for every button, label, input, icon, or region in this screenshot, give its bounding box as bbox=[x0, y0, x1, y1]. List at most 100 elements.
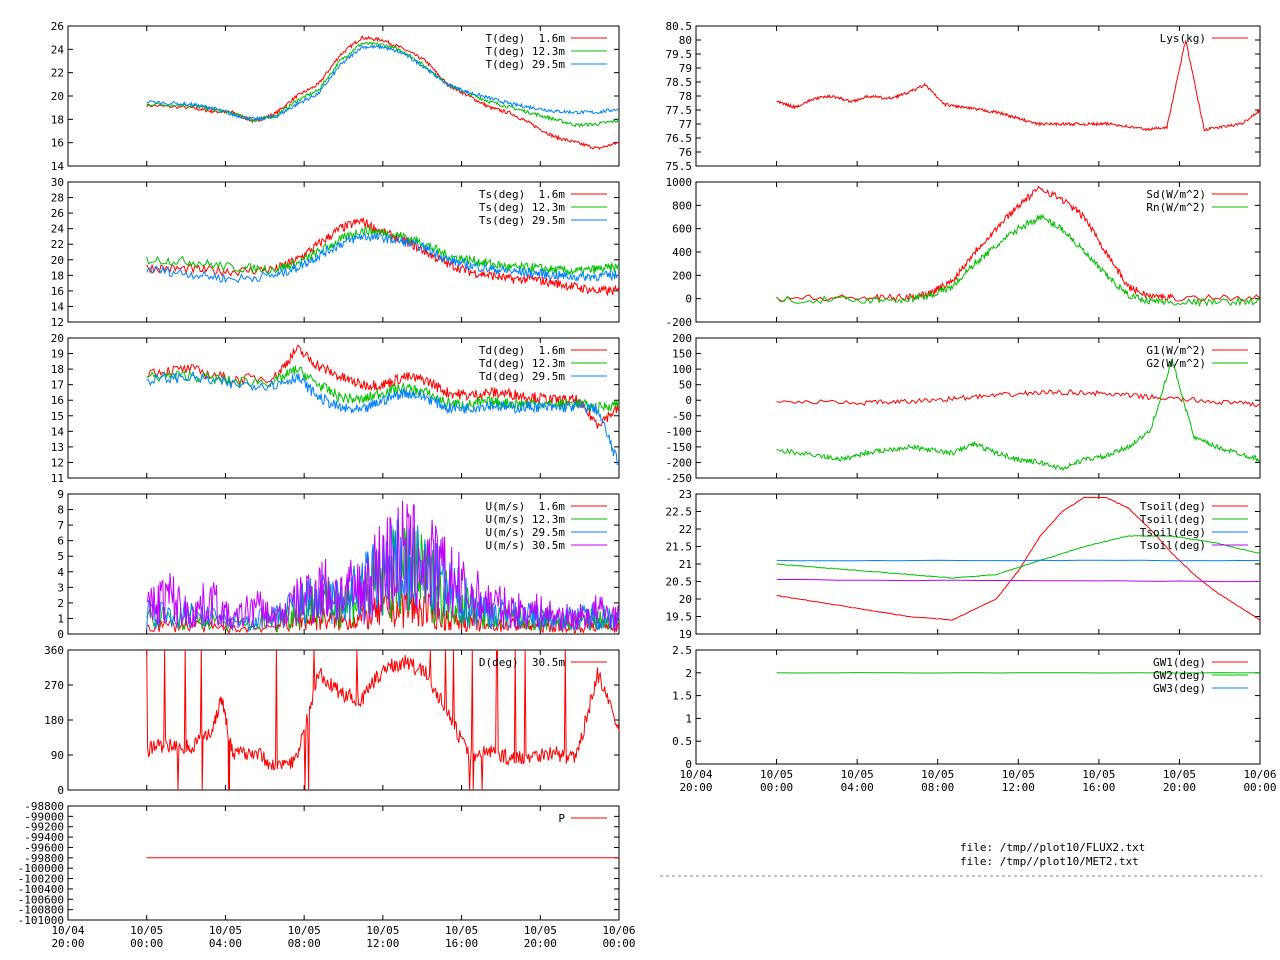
y-tick-label: 7 bbox=[57, 519, 64, 532]
panel-g: -250 -200 -150 -100 -50 0 50 100 150 200 G1(W/m^2)… bbox=[666, 332, 1261, 485]
y-tick-label: 11 bbox=[51, 472, 64, 485]
series-line-d-0 bbox=[146, 649, 620, 791]
y-tick-label: 19.5 bbox=[666, 611, 693, 624]
series-line-g-0 bbox=[776, 389, 1261, 408]
y-tick-label: -99800 bbox=[24, 852, 64, 865]
y-tick-label: -100800 bbox=[18, 904, 64, 917]
legend-label: Tsoil(deg) bbox=[1140, 539, 1206, 552]
x-tick-label-time: 12:00 bbox=[366, 937, 399, 950]
y-tick-label: 79 bbox=[679, 62, 692, 75]
y-tick-label: 22 bbox=[679, 523, 692, 536]
panel-frame bbox=[67, 805, 620, 921]
panel-gw: 10/0420:0010/0500:0010/0504:0010/0508:00… bbox=[672, 644, 1276, 794]
y-tick-label: 18 bbox=[51, 269, 64, 282]
legend-label: Ts(deg) 29.5m bbox=[479, 214, 565, 227]
y-tick-label: 14 bbox=[51, 160, 65, 173]
y-tick-label: 1.5 bbox=[672, 690, 692, 703]
panel-rad: -200 0 200 400 600 800 1000 Sd(W/m^2)Rn(W/m^2) bbox=[666, 176, 1261, 329]
legend-label: Tsoil(deg) bbox=[1140, 500, 1206, 513]
y-tick-label: 19 bbox=[679, 628, 692, 641]
x-tick-label-time: 16:00 bbox=[1082, 781, 1115, 794]
y-tick-label: 21.5 bbox=[666, 541, 693, 554]
x-tick-label-date: 10/05 bbox=[1082, 768, 1115, 781]
y-tick-label: -100000 bbox=[18, 862, 64, 875]
legend-label: U(m/s) 12.3m bbox=[486, 513, 566, 526]
y-tick-label: 23 bbox=[679, 488, 692, 501]
x-tick-label-date: 10/05 bbox=[288, 924, 321, 937]
y-tick-label: 200 bbox=[672, 332, 692, 345]
y-tick-label: 26 bbox=[51, 20, 64, 33]
legend-label: GW2(deg) bbox=[1153, 669, 1206, 682]
x-tick-label-date: 10/05 bbox=[130, 924, 163, 937]
y-tick-label: 5 bbox=[57, 550, 64, 563]
y-tick-label: 0 bbox=[57, 784, 64, 797]
y-tick-label: -200 bbox=[666, 456, 693, 469]
x-tick-label-date: 10/04 bbox=[679, 768, 712, 781]
y-tick-label: 22.5 bbox=[666, 506, 693, 519]
chart-footer: file: /tmp//plot10/FLUX2.txt file: /tmp/… bbox=[660, 841, 1262, 877]
y-tick-label: -100200 bbox=[18, 873, 64, 886]
y-tick-label: 8 bbox=[57, 504, 64, 517]
legend-label: GW3(deg) bbox=[1153, 682, 1206, 695]
x-tick-label-time: 00:00 bbox=[602, 937, 635, 950]
legend-label: T(deg) 12.3m bbox=[486, 45, 566, 58]
y-tick-label: -50 bbox=[672, 410, 692, 423]
y-tick-label: -150 bbox=[666, 441, 693, 454]
legend-label: D(deg) 30.5m bbox=[479, 656, 565, 669]
y-tick-label: 12 bbox=[51, 456, 64, 469]
y-tick-label: 360 bbox=[44, 644, 64, 657]
footer-file-1: file: /tmp//plot10/FLUX2.txt bbox=[960, 841, 1145, 854]
series-line-tsoil-2 bbox=[776, 559, 1260, 562]
series-line-ts-1 bbox=[146, 225, 620, 276]
x-tick-label-time: 16:00 bbox=[445, 937, 478, 950]
y-tick-label: 2 bbox=[57, 597, 64, 610]
y-tick-label: 13 bbox=[51, 441, 64, 454]
legend-label: Lys(kg) bbox=[1160, 32, 1206, 45]
x-tick-label-time: 20:00 bbox=[524, 937, 557, 950]
y-tick-label: 26 bbox=[51, 207, 64, 220]
panel-frame bbox=[67, 649, 620, 791]
y-tick-label: 100 bbox=[672, 363, 692, 376]
panel-frame bbox=[695, 337, 1261, 479]
y-tick-label: -100 bbox=[666, 425, 693, 438]
x-tick-label-date: 10/05 bbox=[1163, 768, 1196, 781]
y-tick-label: 90 bbox=[51, 749, 64, 762]
y-tick-label: -200 bbox=[666, 316, 693, 329]
y-tick-label: -101000 bbox=[18, 914, 64, 927]
legend-label: Tsoil(deg) bbox=[1140, 513, 1206, 526]
legend-label: Td(deg) 29.5m bbox=[479, 370, 565, 383]
y-tick-label: 20.5 bbox=[666, 576, 693, 589]
y-tick-label: -98800 bbox=[24, 800, 64, 813]
x-tick-label-time: 08:00 bbox=[288, 937, 321, 950]
y-tick-label: 16 bbox=[51, 285, 64, 298]
y-tick-label: 16 bbox=[51, 137, 64, 150]
legend-label: T(deg) 29.5m bbox=[486, 58, 566, 71]
legend-label: Ts(deg) 1.6m bbox=[479, 188, 565, 201]
x-tick-label-time: 00:00 bbox=[130, 937, 163, 950]
y-tick-label: 50 bbox=[679, 379, 692, 392]
y-tick-label: 15 bbox=[51, 410, 64, 423]
y-tick-label: 24 bbox=[51, 43, 65, 56]
x-tick-label-time: 20:00 bbox=[51, 937, 84, 950]
x-tick-label-time: 20:00 bbox=[679, 781, 712, 794]
y-tick-label: 75.5 bbox=[666, 160, 693, 173]
y-tick-label: 22 bbox=[51, 238, 64, 251]
y-tick-label: 600 bbox=[672, 223, 692, 236]
x-tick-label-date: 10/05 bbox=[445, 924, 478, 937]
x-tick-label-time: 12:00 bbox=[1002, 781, 1035, 794]
y-tick-label: 20 bbox=[51, 254, 64, 267]
footer-file-2: file: /tmp//plot10/MET2.txt bbox=[960, 855, 1139, 868]
y-tick-label: 0.5 bbox=[672, 735, 692, 748]
y-tick-label: 270 bbox=[44, 679, 64, 692]
y-tick-label: 2.5 bbox=[672, 644, 692, 657]
x-tick-label-time: 00:00 bbox=[1243, 781, 1276, 794]
y-tick-label: 20 bbox=[679, 593, 692, 606]
legend-label: Td(deg) 12.3m bbox=[479, 357, 565, 370]
y-tick-label: 0 bbox=[57, 628, 64, 641]
legend-label: U(m/s) 29.5m bbox=[486, 526, 566, 539]
x-tick-label-time: 08:00 bbox=[921, 781, 954, 794]
legend-label: G1(W/m^2) bbox=[1146, 344, 1206, 357]
